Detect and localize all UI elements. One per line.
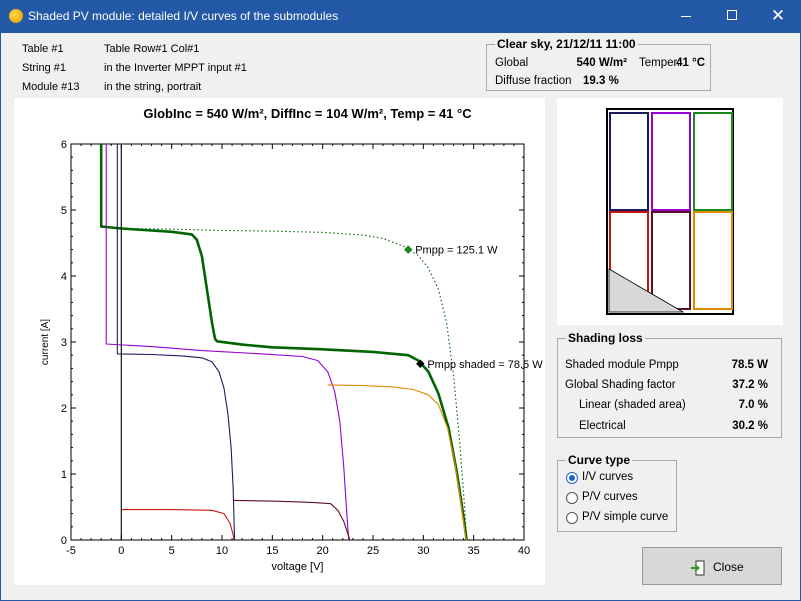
shading-loss-title: Shading loss bbox=[566, 331, 645, 345]
radio-pv-curves[interactable]: P/V curves bbox=[566, 491, 678, 507]
app-icon bbox=[9, 9, 23, 23]
plot-frame bbox=[70, 143, 525, 541]
electrical-loss-value: 30.2 % bbox=[732, 420, 768, 432]
close-button-label: Close bbox=[713, 560, 744, 574]
minimize-icon bbox=[681, 15, 691, 17]
global-value: 540 W/m² bbox=[576, 57, 628, 69]
shaded-pmpp-label: Shaded module Pmpp bbox=[565, 359, 679, 371]
curve-type-title: Curve type bbox=[566, 453, 633, 467]
module-diagram bbox=[606, 108, 734, 315]
radio-pv-label: P/V curves bbox=[582, 491, 638, 503]
info-value-table: Table Row#1 Col#1 bbox=[104, 43, 200, 55]
shading-loss-group: Shading loss Shaded module Pmpp 78.5 W G… bbox=[557, 331, 782, 438]
linear-loss-value: 7.0 % bbox=[738, 399, 768, 411]
radio-unselected-icon bbox=[566, 512, 578, 524]
global-shading-label: Global Shading factor bbox=[565, 379, 676, 391]
series-line-1 bbox=[99, 144, 468, 540]
x-tick-label: 25 bbox=[367, 545, 379, 557]
info-value-string: in the Inverter MPPT input #1 bbox=[104, 62, 247, 74]
y-tick-label: 4 bbox=[61, 271, 67, 283]
pmpp-annotation: Pmpp = 125.1 W bbox=[415, 245, 498, 257]
submodule-cell bbox=[693, 211, 733, 310]
weather-group: Clear sky, 21/12/11 11:00 Global 540 W/m… bbox=[486, 37, 711, 91]
x-tick-label: -5 bbox=[66, 545, 76, 557]
info-value-module: in the string, portrait bbox=[104, 81, 202, 93]
info-label-string: String #1 bbox=[22, 62, 67, 74]
global-label: Global bbox=[495, 57, 529, 69]
y-tick-label: 3 bbox=[61, 337, 67, 349]
series-line-6 bbox=[121, 509, 235, 540]
series-line-0 bbox=[101, 226, 468, 540]
y-axis-label: current [A] bbox=[40, 319, 51, 365]
y-tick-label: 0 bbox=[61, 535, 67, 547]
maximize-icon bbox=[727, 10, 737, 20]
x-tick-label: 10 bbox=[216, 545, 228, 557]
window-close-button[interactable]: ✕ bbox=[755, 0, 801, 33]
x-tick-label: 0 bbox=[118, 545, 124, 557]
y-tick-label: 5 bbox=[61, 205, 67, 217]
series-line-4 bbox=[327, 384, 468, 540]
window-frame-left bbox=[0, 33, 1, 601]
linear-loss-label: Linear (shaded area) bbox=[579, 399, 686, 411]
shade-area bbox=[608, 268, 685, 313]
series-line-5 bbox=[234, 499, 351, 540]
x-tick-label: 40 bbox=[518, 545, 530, 557]
weather-title: Clear sky, 21/12/11 11:00 bbox=[495, 37, 638, 51]
pmpp-marker bbox=[403, 245, 413, 254]
chart-title: GlobInc = 540 W/m², DiffInc = 104 W/m², … bbox=[143, 106, 472, 121]
maximize-button[interactable] bbox=[709, 0, 755, 33]
curve-type-group: Curve type I/V curves P/V curves P/V sim… bbox=[557, 453, 678, 532]
submodule-cell bbox=[651, 112, 691, 211]
close-button[interactable]: Close bbox=[642, 547, 782, 585]
radio-iv-curves[interactable]: I/V curves bbox=[566, 471, 678, 487]
minimize-button[interactable] bbox=[663, 0, 709, 33]
y-tick-label: 2 bbox=[61, 403, 67, 415]
series-line-3 bbox=[105, 144, 350, 540]
diffuse-label: Diffuse fraction bbox=[495, 75, 572, 87]
x-tick-label: 15 bbox=[266, 545, 278, 557]
info-label-table: Table #1 bbox=[22, 43, 64, 55]
iv-chart: GlobInc = 540 W/m², DiffInc = 104 W/m², … bbox=[40, 106, 543, 573]
y-tick-label: 1 bbox=[61, 469, 67, 481]
global-shading-value: 37.2 % bbox=[732, 379, 768, 391]
shaded-pmpp-value: 78.5 W bbox=[731, 359, 768, 371]
pmpp-annotation: Pmpp shaded = 78.5 W bbox=[427, 359, 543, 371]
window-title: Shaded PV module: detailed I/V curves of… bbox=[28, 9, 339, 23]
series-line-2 bbox=[116, 144, 236, 540]
exit-door-icon bbox=[691, 560, 705, 576]
temper-value: 41 °C bbox=[676, 57, 705, 69]
pmpp-marker bbox=[416, 359, 425, 369]
info-label-module: Module #13 bbox=[22, 81, 80, 93]
iv-chart-panel: GlobInc = 540 W/m², DiffInc = 104 W/m², … bbox=[14, 98, 545, 585]
radio-unselected-icon bbox=[566, 492, 578, 504]
radio-iv-label: I/V curves bbox=[582, 471, 634, 483]
radio-selected-icon bbox=[566, 472, 578, 484]
x-tick-label: 30 bbox=[417, 545, 429, 557]
y-tick-label: 6 bbox=[61, 139, 67, 151]
electrical-loss-label: Electrical bbox=[579, 420, 626, 432]
x-tick-label: 20 bbox=[317, 545, 329, 557]
diffuse-value: 19.3 % bbox=[583, 75, 619, 87]
x-tick-label: 35 bbox=[468, 545, 480, 557]
x-axis-label: voltage [V] bbox=[272, 561, 324, 573]
title-bar: Shaded PV module: detailed I/V curves of… bbox=[0, 0, 801, 33]
module-diagram-panel bbox=[557, 98, 783, 325]
radio-pv-simple-curve[interactable]: P/V simple curve bbox=[566, 511, 678, 527]
submodule-cell bbox=[693, 112, 733, 211]
temper-label: Temper. bbox=[639, 57, 680, 69]
close-icon: ✕ bbox=[770, 6, 786, 25]
radio-pv-simple-label: P/V simple curve bbox=[582, 511, 669, 523]
submodule-cell bbox=[609, 112, 649, 211]
x-tick-label: 5 bbox=[169, 545, 175, 557]
